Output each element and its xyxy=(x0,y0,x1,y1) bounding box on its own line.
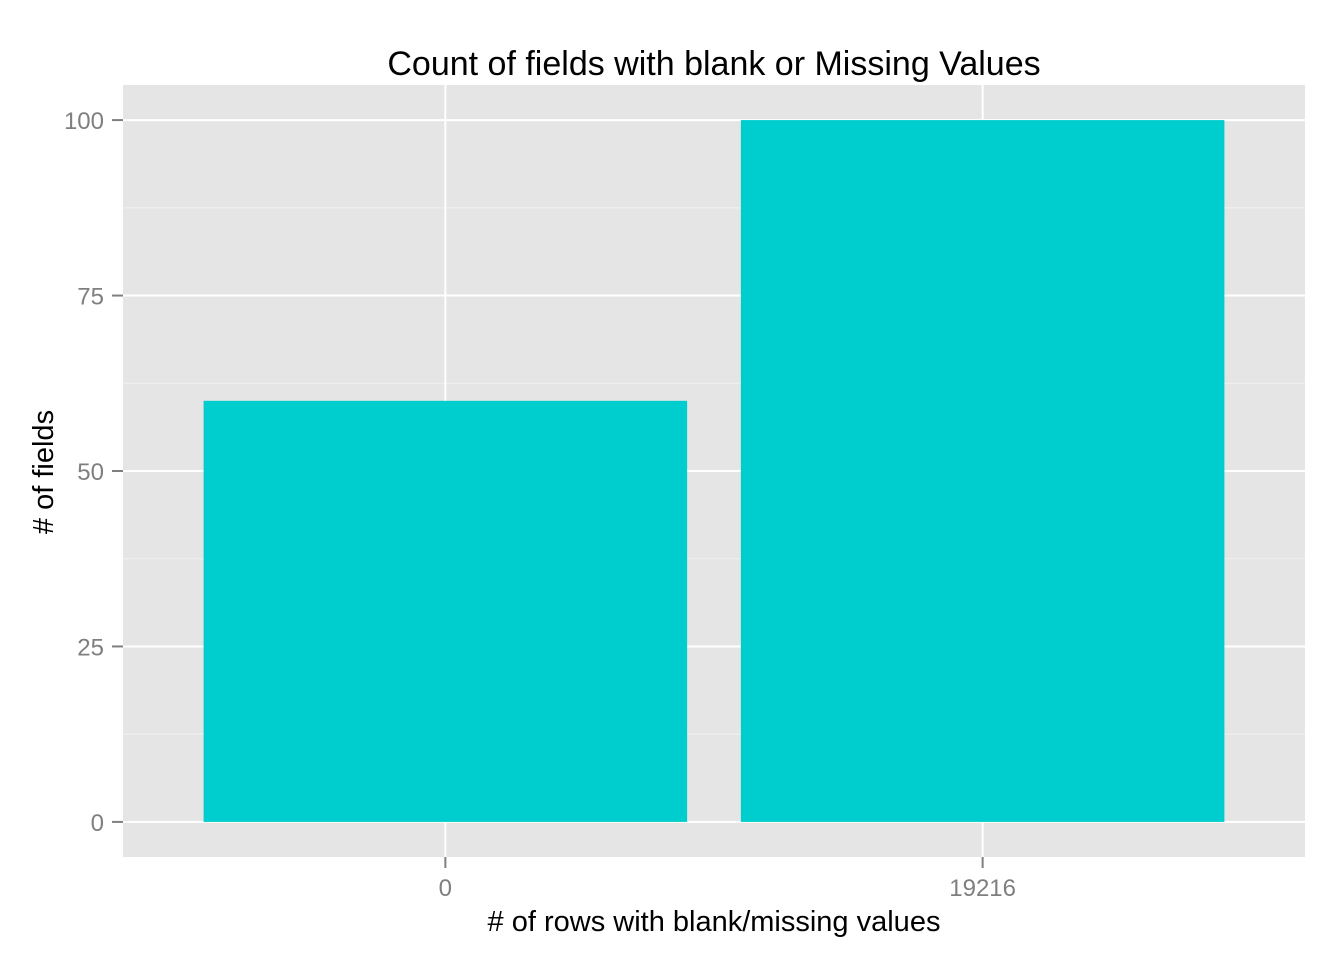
bar-series xyxy=(203,120,1225,822)
y-tick-label: 75 xyxy=(77,284,104,311)
y-tick-label: 0 xyxy=(91,810,104,837)
chart-title: Count of fields with blank or Missing Va… xyxy=(387,45,1040,83)
y-tick-label: 25 xyxy=(77,634,104,661)
x-axis: 0 19216 xyxy=(439,857,1016,902)
y-axis-label: # of fields xyxy=(28,410,60,534)
y-axis: 0 25 50 75 100 xyxy=(64,108,123,837)
x-tick-label: 19216 xyxy=(949,875,1016,902)
x-tick-label: 0 xyxy=(439,875,452,902)
y-tick-label: 100 xyxy=(64,108,104,135)
bar-0 xyxy=(203,400,688,822)
bar-19216 xyxy=(740,120,1225,822)
y-tick-label: 50 xyxy=(77,459,104,486)
x-axis-label: # of rows with blank/missing values xyxy=(488,906,941,938)
